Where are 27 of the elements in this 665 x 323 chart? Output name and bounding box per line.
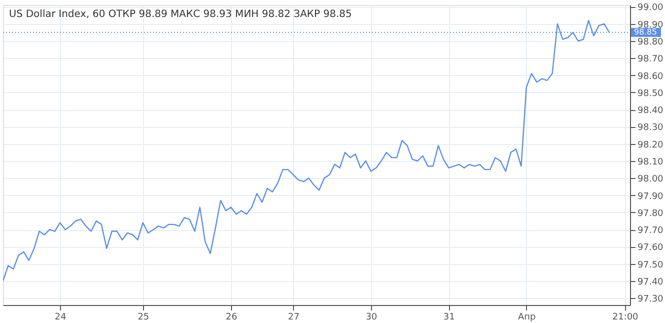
y-tick-label: 97.70 — [638, 226, 664, 236]
x-tick-label: Апр — [518, 312, 536, 322]
x-tick-label: 25 — [138, 312, 150, 322]
y-tick-label: 99.00 — [638, 3, 664, 14]
y-tick-label: 98.20 — [638, 140, 664, 150]
y-tick-label: 98.10 — [638, 158, 664, 168]
chart-title: US Dollar Index, 60 ОТКР 98.89 МАКС 98.93 МИН 98.82 ЗАКР 98.85 — [9, 9, 352, 20]
x-tick-label: 26 — [226, 312, 238, 322]
y-tick-label: 98.80 — [638, 38, 664, 48]
x-tick-label: 24 — [54, 312, 66, 322]
x-tick-label: 21:00 — [612, 312, 639, 322]
y-tick-label: 98.70 — [638, 54, 664, 65]
y-tick-label: 97.80 — [638, 208, 664, 219]
y-tick-label: 98.40 — [638, 106, 664, 116]
y-tick-label: 98.60 — [638, 72, 664, 82]
y-tick-label: 97.30 — [638, 294, 664, 305]
y-tick-label: 98.30 — [638, 123, 664, 134]
y-tick-label: 97.40 — [638, 278, 664, 288]
x-tick-label: 27 — [288, 312, 300, 322]
y-tick-label: 97.50 — [638, 260, 664, 270]
y-tick-label: 97.60 — [638, 243, 664, 254]
ref-line-label: 98.85 — [634, 27, 657, 36]
y-tick-label: 97.90 — [638, 192, 664, 202]
x-tick-label: 30 — [366, 312, 378, 322]
x-tick-label: 31 — [443, 312, 455, 322]
y-tick-label: 98.00 — [638, 174, 664, 185]
y-tick-label: 98.50 — [638, 88, 664, 99]
